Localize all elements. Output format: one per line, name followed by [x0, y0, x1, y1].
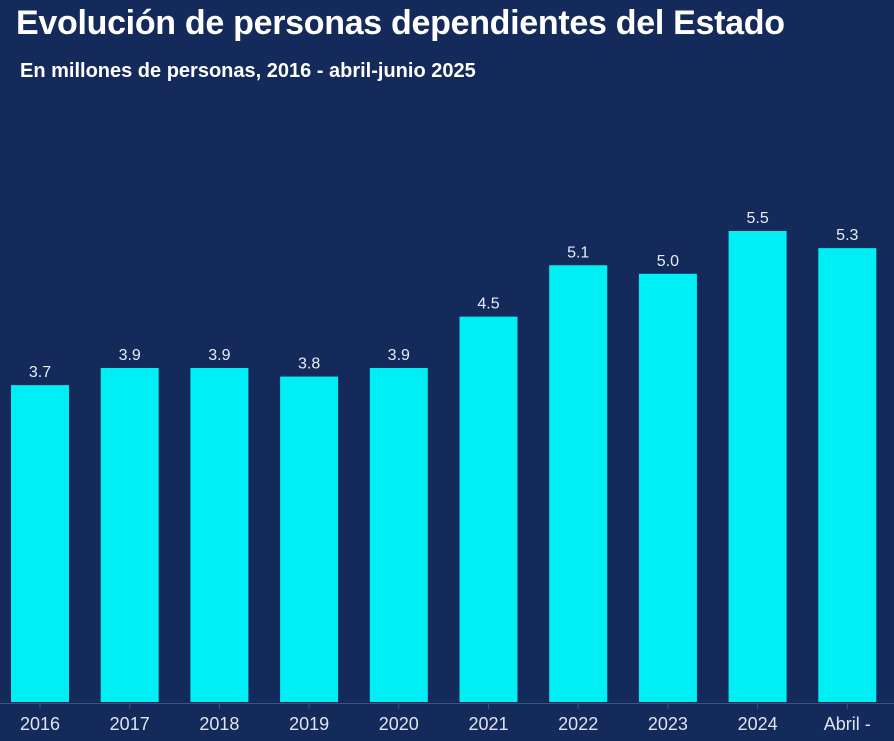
data-label: 4.5 — [477, 296, 499, 313]
x-tick-label: 2023 — [648, 714, 688, 734]
chart-subtitle: En millones de personas, 2016 - abril-ju… — [20, 60, 476, 82]
data-label: 5.3 — [836, 227, 858, 244]
x-tick-label: 2020 — [379, 714, 419, 734]
data-label: 5.0 — [657, 253, 679, 270]
bar — [549, 265, 608, 702]
bar — [638, 273, 697, 702]
bar — [728, 231, 787, 702]
bar — [818, 248, 877, 703]
data-label: 3.9 — [208, 347, 230, 364]
bar — [11, 385, 69, 702]
x-tick-label: 2016 — [20, 714, 60, 734]
bar — [459, 316, 518, 702]
chart-title: Evolución de personas dependientes del E… — [16, 4, 785, 42]
data-label: 5.1 — [567, 244, 589, 261]
data-label: 3.9 — [119, 347, 141, 364]
data-label: 3.7 — [29, 364, 51, 381]
bar — [369, 368, 428, 702]
bar — [190, 368, 249, 702]
x-tick-label: 2021 — [468, 714, 508, 734]
bar — [280, 376, 339, 702]
x-tick-label: 2022 — [558, 714, 598, 734]
x-tick-label: Abril - — [824, 714, 871, 734]
bar — [100, 368, 159, 702]
data-label: 5.5 — [746, 210, 768, 227]
x-tick-label: 2018 — [199, 714, 239, 734]
x-tick-label: 2017 — [110, 714, 150, 734]
x-tick-label: 2019 — [289, 714, 329, 734]
data-label: 3.9 — [388, 347, 410, 364]
x-tick-label: 2024 — [738, 714, 778, 734]
data-label: 3.8 — [298, 356, 320, 373]
